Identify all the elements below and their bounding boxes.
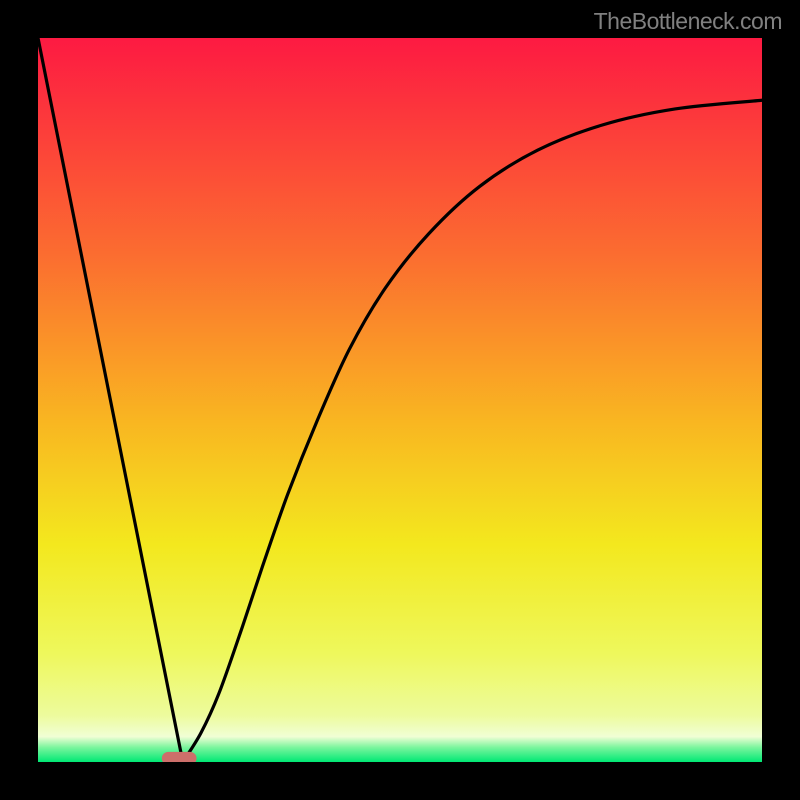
credit-label: TheBottleneck.com [594,8,782,35]
plot-svg [38,38,762,762]
valley-marker [162,752,197,762]
plot-area [38,38,762,762]
plot-background [38,38,762,762]
